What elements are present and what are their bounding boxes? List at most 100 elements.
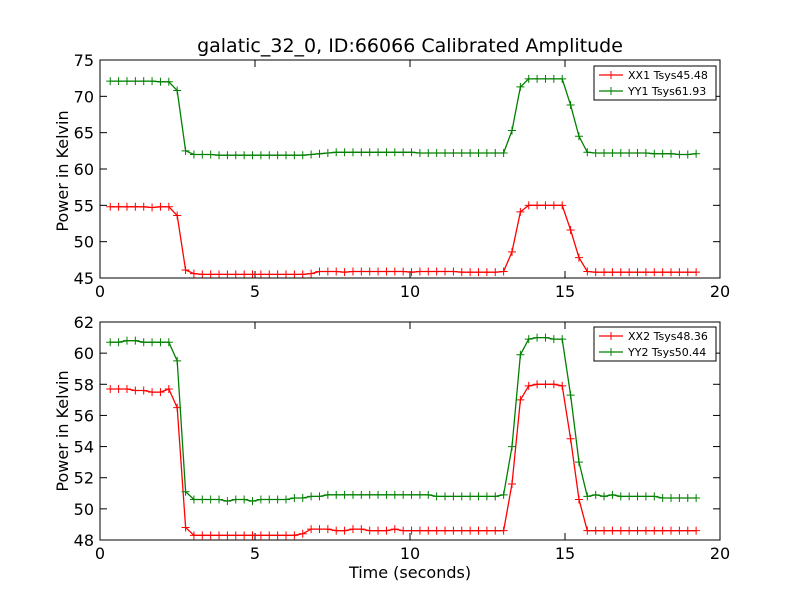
data-point bbox=[600, 526, 609, 535]
data-point bbox=[474, 149, 483, 158]
legend-marker bbox=[607, 71, 615, 79]
data-point bbox=[290, 270, 299, 279]
data-point bbox=[181, 523, 190, 532]
data-point bbox=[541, 380, 550, 389]
data-point bbox=[173, 86, 182, 95]
data-point bbox=[223, 497, 232, 506]
data-point bbox=[315, 525, 324, 534]
data-point bbox=[641, 526, 650, 535]
data-point bbox=[290, 151, 299, 160]
data-point bbox=[507, 126, 516, 135]
data-point bbox=[574, 458, 583, 467]
data-point bbox=[683, 526, 692, 535]
data-point bbox=[290, 531, 299, 540]
legend-box bbox=[593, 326, 717, 362]
data-point bbox=[533, 333, 542, 342]
data-point bbox=[583, 148, 592, 157]
data-point bbox=[516, 82, 525, 91]
data-point bbox=[441, 526, 450, 535]
data-point bbox=[122, 384, 131, 393]
data-point bbox=[641, 149, 650, 158]
top-series-1 bbox=[106, 201, 701, 279]
data-point bbox=[265, 151, 274, 160]
data-point bbox=[541, 74, 550, 83]
data-point bbox=[215, 151, 224, 160]
data-point bbox=[633, 526, 642, 535]
top-y-tick-label: 75 bbox=[74, 51, 94, 70]
data-point bbox=[315, 149, 324, 158]
data-point bbox=[139, 202, 148, 211]
data-point bbox=[390, 490, 399, 499]
data-point bbox=[415, 490, 424, 499]
data-point bbox=[558, 335, 567, 344]
data-point bbox=[583, 492, 592, 501]
data-point bbox=[650, 526, 659, 535]
data-point bbox=[248, 270, 257, 279]
data-point bbox=[231, 531, 240, 540]
data-point bbox=[675, 526, 684, 535]
bottom-y-axis-label: Power in Kelvin bbox=[53, 370, 72, 491]
data-point bbox=[290, 493, 299, 502]
data-point bbox=[357, 490, 366, 499]
data-point bbox=[374, 526, 383, 535]
bottom-y-tick-label: 50 bbox=[74, 500, 94, 519]
data-point bbox=[641, 268, 650, 277]
data-point bbox=[240, 531, 249, 540]
data-point bbox=[549, 201, 558, 210]
data-point bbox=[256, 151, 265, 160]
data-point bbox=[382, 267, 391, 276]
data-point bbox=[625, 492, 634, 501]
data-point bbox=[365, 148, 374, 157]
data-point bbox=[600, 268, 609, 277]
legend-marker bbox=[607, 348, 615, 356]
data-point bbox=[491, 268, 500, 277]
data-point bbox=[231, 270, 240, 279]
data-point bbox=[148, 338, 157, 347]
data-point bbox=[499, 490, 508, 499]
data-point bbox=[148, 388, 157, 397]
data-point bbox=[240, 495, 249, 504]
data-point bbox=[131, 336, 140, 345]
x-axis-label: Time (seconds) bbox=[348, 563, 471, 582]
data-point bbox=[524, 335, 533, 344]
data-point bbox=[307, 525, 316, 534]
data-point bbox=[282, 531, 290, 540]
bottom-y-tick-label: 62 bbox=[74, 313, 94, 332]
data-point bbox=[533, 74, 542, 83]
data-point bbox=[198, 270, 207, 279]
data-point bbox=[457, 492, 466, 501]
data-point bbox=[449, 492, 458, 501]
bottom-axes-frame bbox=[99, 321, 721, 541]
data-point bbox=[466, 492, 475, 501]
data-point bbox=[215, 270, 224, 279]
top-y-tick-label: 60 bbox=[74, 160, 94, 179]
data-point bbox=[315, 492, 324, 501]
data-point bbox=[675, 493, 684, 502]
data-point bbox=[164, 338, 173, 347]
data-point bbox=[491, 149, 500, 158]
data-point bbox=[256, 531, 265, 540]
data-point bbox=[399, 490, 408, 499]
data-point bbox=[474, 268, 483, 277]
legend-label: XX1 Tsys45.48 bbox=[628, 69, 708, 82]
top-y-tick-label: 70 bbox=[74, 87, 94, 106]
data-point bbox=[667, 493, 676, 502]
data-point bbox=[616, 492, 625, 501]
legend-marker bbox=[607, 87, 615, 95]
top-x-tick-label: 0 bbox=[95, 282, 105, 301]
data-point bbox=[449, 149, 458, 158]
data-point bbox=[374, 148, 383, 157]
data-point bbox=[466, 526, 475, 535]
data-point bbox=[348, 490, 357, 499]
data-point bbox=[641, 492, 650, 501]
data-point bbox=[524, 381, 533, 390]
data-point bbox=[466, 149, 475, 158]
data-point bbox=[323, 525, 332, 534]
data-point bbox=[139, 338, 148, 347]
data-point bbox=[415, 267, 424, 276]
data-point bbox=[114, 338, 123, 347]
data-point bbox=[323, 490, 332, 499]
data-point bbox=[223, 531, 232, 540]
data-point bbox=[507, 442, 516, 451]
legend-label: XX2 Tsys48.36 bbox=[628, 330, 708, 343]
